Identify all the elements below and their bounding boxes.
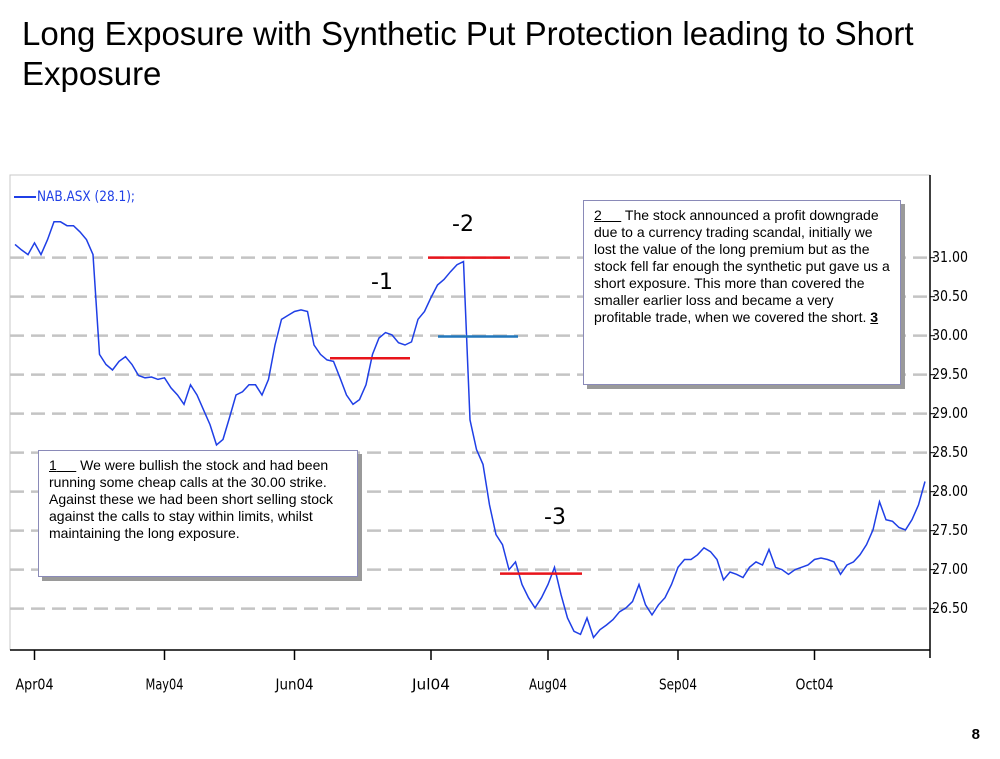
annotation-text: The stock announced a profit downgrade d… <box>594 207 890 325</box>
annotation-box: 1 We were bullish the stock and had been… <box>38 450 358 577</box>
y-tick-label: 26.50 <box>932 599 968 617</box>
level-label: -1 <box>371 270 393 295</box>
legend-label: NAB.ASX (28.1); <box>37 189 135 205</box>
y-tick-label: 27.50 <box>932 521 968 539</box>
y-tick-label: 29.50 <box>932 365 968 383</box>
x-tick-label: Jun04 <box>275 676 314 694</box>
x-tick-label: Sep04 <box>659 676 697 694</box>
y-tick-label: 31.00 <box>932 248 968 266</box>
y-tick-label: 27.00 <box>932 560 968 578</box>
y-tick-label: 30.50 <box>932 287 968 305</box>
level-label: -2 <box>452 212 474 237</box>
x-tick-label: Apr04 <box>16 676 54 694</box>
x-tick-label: May04 <box>146 676 184 694</box>
annotation-number: 2 <box>594 207 602 223</box>
x-tick-label: Jul04 <box>411 676 450 694</box>
x-tick-label: Oct04 <box>796 676 834 694</box>
annotation-box: 2 The stock announced a profit downgrade… <box>583 200 901 385</box>
annotation-number: 1 <box>49 457 57 473</box>
y-tick-label: 28.50 <box>932 443 968 461</box>
annotation-text: We were bullish the stock and had been r… <box>49 457 334 541</box>
y-tick-label: 28.00 <box>932 482 968 500</box>
price-line <box>14 221 926 640</box>
y-tick-label: 29.00 <box>932 404 968 422</box>
y-tick-label: 30.00 <box>932 326 968 344</box>
annotation-number: 3 <box>870 309 879 325</box>
x-tick-label: Aug04 <box>529 676 567 694</box>
page-number: 8 <box>971 726 980 743</box>
level-label: -3 <box>544 505 566 530</box>
slide-title: Long Exposure with Synthetic Put Protect… <box>22 15 914 92</box>
